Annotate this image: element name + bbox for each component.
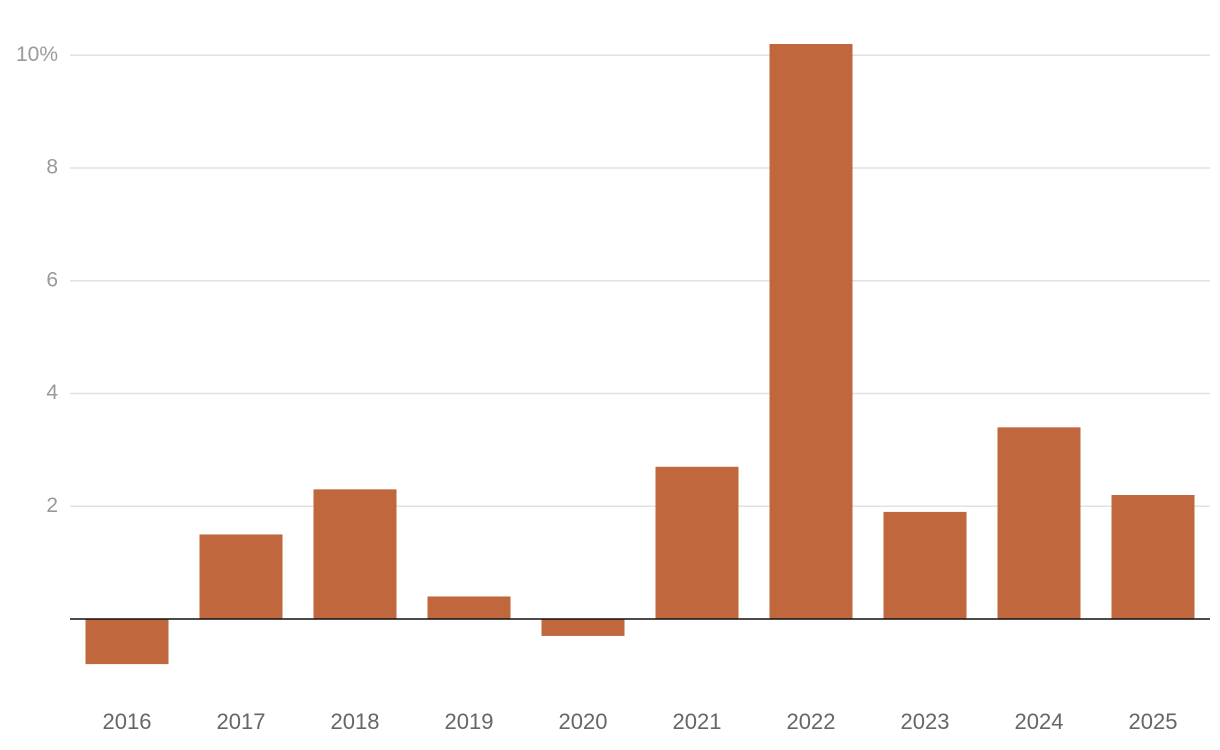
x-tick-label: 2022 <box>787 709 836 734</box>
x-tick-label: 2019 <box>445 709 494 734</box>
bar <box>655 466 739 620</box>
x-tick-label: 2016 <box>103 709 152 734</box>
bar <box>883 511 967 620</box>
y-tick-label: 2 <box>46 494 58 517</box>
x-tick-label: 2023 <box>901 709 950 734</box>
bar <box>541 619 625 636</box>
bar <box>769 44 853 620</box>
bar <box>427 596 511 620</box>
x-tick-label: 2025 <box>1129 709 1178 734</box>
x-tick-label: 2021 <box>673 709 722 734</box>
x-tick-label: 2018 <box>331 709 380 734</box>
bar <box>997 427 1081 620</box>
y-tick-label: 4 <box>46 381 58 404</box>
x-tick-label: 2017 <box>217 709 266 734</box>
bar <box>199 534 283 620</box>
bar <box>1111 494 1195 620</box>
x-tick-label: 2020 <box>559 709 608 734</box>
y-tick-label: 8 <box>46 156 58 179</box>
bar <box>85 619 169 665</box>
y-tick-label: 10% <box>16 43 58 66</box>
x-tick-label: 2024 <box>1015 709 1064 734</box>
y-tick-label: 6 <box>46 268 58 291</box>
bar <box>313 489 397 620</box>
